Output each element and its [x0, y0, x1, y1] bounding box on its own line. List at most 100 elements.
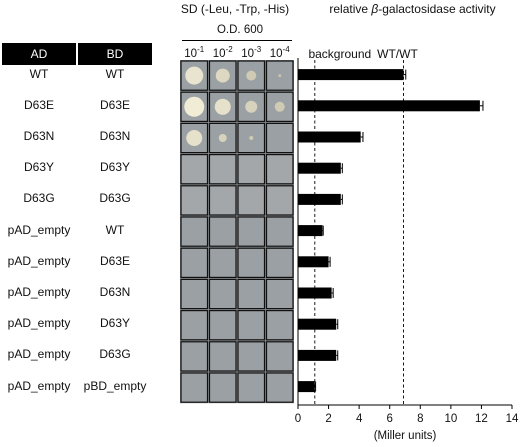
dilution-exponent: -3 [254, 45, 262, 54]
x-axis-label: (Miller units) [374, 430, 437, 442]
bar [298, 287, 332, 299]
plate-cell [237, 372, 266, 403]
table-cell-bd: D63G [99, 347, 131, 362]
plate-medium-label: SD (-Leu, -Trp, -His) [180, 2, 290, 16]
plate-cell [265, 372, 294, 403]
plate-cell [180, 154, 209, 185]
plate-cell [265, 185, 294, 216]
plate-cell [180, 310, 209, 341]
bar [298, 225, 323, 237]
bar [298, 256, 329, 268]
x-tick-label: 2 [325, 413, 331, 425]
bar [298, 131, 361, 143]
header-bd: BD [78, 43, 152, 65]
dilution-exponent: -4 [282, 45, 290, 54]
bar [298, 100, 480, 112]
yeast-colony [218, 134, 227, 142]
table-cell-bd: D63E [99, 97, 131, 112]
plate-cell [180, 372, 209, 403]
plate-cell [265, 247, 294, 278]
chart-title-prefix: relative [329, 2, 372, 16]
bar [298, 162, 341, 174]
table-cell-bd: D63N [99, 129, 131, 143]
dilution-label: 10-2 [209, 45, 238, 60]
plate-cell [180, 341, 209, 372]
plate-cell [265, 310, 294, 341]
yeast-colony [246, 70, 257, 81]
table-cell-bd: D63Y [99, 160, 131, 175]
plate-cell [180, 278, 209, 310]
yeast-colony [249, 136, 254, 140]
plate-cell [237, 216, 266, 247]
table-cell-bd: WT [105, 66, 125, 81]
plate-cell [265, 122, 294, 154]
table-cell-ad: D63E [23, 97, 55, 112]
dilution-base: 10 [184, 47, 198, 60]
reference-line-label: background [308, 47, 371, 61]
table-cell-bd: pBD_empty [83, 378, 147, 393]
dilution-label: 10-3 [237, 45, 266, 60]
table-cell-bd: D63Y [99, 316, 131, 331]
plate-cell [208, 341, 237, 372]
x-tick-label: 12 [475, 413, 488, 425]
dilution-exponent: -1 [197, 45, 205, 54]
plate-cell [237, 247, 266, 278]
plate-cell [208, 216, 237, 247]
plate-cell [237, 341, 266, 372]
yeast-colony [278, 74, 282, 78]
yeast-colony [245, 100, 258, 113]
x-tick-label: 8 [417, 413, 423, 425]
table-cell-ad: D63Y [23, 160, 55, 175]
table-cell-ad: pAD_empty [7, 253, 71, 268]
yeast-colony [274, 101, 285, 112]
bar [298, 349, 337, 361]
dilution-base: 10 [212, 47, 226, 60]
od-underline [182, 40, 292, 41]
header-ad: AD [2, 43, 76, 65]
table-cell-bd: D63N [99, 285, 131, 299]
plate-cell [265, 341, 294, 372]
plate-cell [265, 216, 294, 247]
x-tick-label: 6 [387, 413, 393, 425]
dilution-label: 10-1 [180, 45, 209, 60]
x-tick-label: 10 [444, 413, 457, 425]
plate-cell [208, 154, 237, 185]
table-cell-ad: pAD_empty [7, 316, 71, 331]
plate-cell [208, 60, 237, 91]
chart-title: relative β-galactosidase activity [305, 2, 520, 16]
bar [298, 381, 315, 393]
x-tick-label: 4 [356, 413, 363, 425]
plate-cell [208, 278, 237, 310]
table-cell-ad: pAD_empty [7, 347, 71, 362]
table-cell-bd: D63E [99, 253, 131, 268]
yeast-colony [214, 98, 231, 115]
plate-cell [180, 216, 209, 247]
table-cell-bd: WT [105, 222, 125, 237]
plate-cell [237, 185, 266, 216]
yeast-colony [186, 130, 203, 146]
table-cell-ad: pAD_empty [7, 285, 71, 299]
yeast-colony [184, 96, 205, 117]
yeast-colony [215, 68, 230, 83]
x-tick-label: 14 [506, 413, 519, 425]
plate-cell [180, 185, 209, 216]
table-cell-ad: D63G [23, 191, 55, 206]
plate-cell [180, 247, 209, 278]
dilution-base: 10 [241, 47, 255, 60]
plate-cell [208, 310, 237, 341]
yeast-colony [185, 66, 204, 85]
plate-cell [208, 247, 237, 278]
dilution-label: 10-4 [266, 45, 295, 60]
x-tick-label: 0 [295, 413, 301, 425]
bar [298, 318, 337, 330]
dilution-exponent: -2 [225, 45, 233, 54]
plate-cell [265, 154, 294, 185]
plate-cell [265, 278, 294, 310]
plate-cell [237, 278, 266, 310]
plate-cell [208, 372, 237, 403]
bar [298, 69, 404, 81]
dilution-base: 10 [269, 47, 283, 60]
chart-title-suffix: -galactosidase activity [378, 2, 496, 16]
od-label: O.D. 600 [216, 24, 264, 36]
